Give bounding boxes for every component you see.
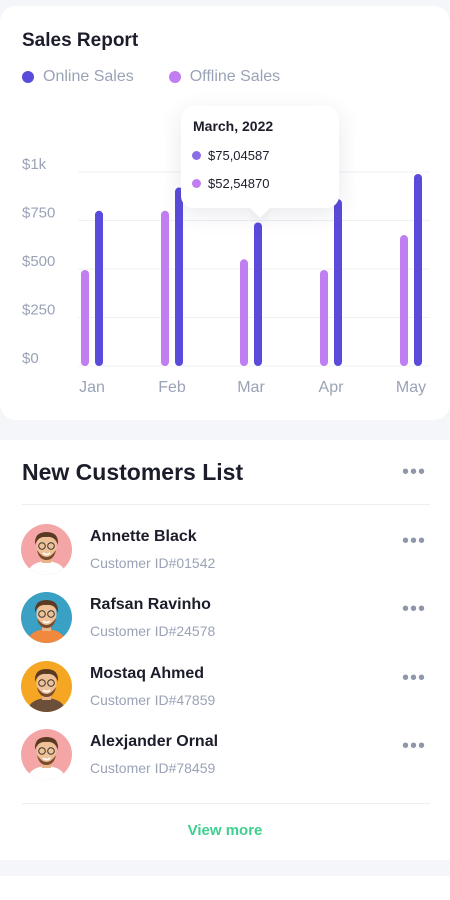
avatar bbox=[21, 729, 72, 780]
tooltip-offline-value: $52,54870 bbox=[208, 176, 270, 191]
y-tick-label: $750 bbox=[22, 205, 55, 222]
y-tick-label: $250 bbox=[22, 302, 55, 319]
legend-online-label: Online Sales bbox=[43, 68, 134, 85]
sales-bar-chart: $0 $250 $500 $750 $1k Jan Feb Mar Apr May bbox=[22, 156, 430, 396]
legend-offline-sales[interactable]: Offline Sales bbox=[168, 68, 281, 86]
row-more-icon[interactable]: ••• bbox=[401, 530, 426, 552]
person-avatar-icon bbox=[21, 729, 72, 780]
x-tick-label: Mar bbox=[237, 379, 265, 396]
tooltip-offline-row: $52,54870 bbox=[192, 176, 269, 191]
bar-offline-sales-feb[interactable] bbox=[161, 210, 169, 366]
chart-tooltip: March, 2022 $75,04587 $52,54870 bbox=[181, 106, 339, 208]
tooltip-online-row: $75,04587 bbox=[192, 148, 269, 163]
customers-card bbox=[0, 440, 450, 860]
avatar bbox=[21, 592, 72, 643]
customer-row[interactable]: Rafsan Ravinho Customer ID#24578 ••• bbox=[0, 592, 450, 652]
bar-online-sales-mar[interactable] bbox=[254, 222, 262, 366]
y-tick-label: $500 bbox=[22, 253, 55, 270]
offline-sales-dot bbox=[168, 71, 181, 83]
person-avatar-icon bbox=[21, 524, 72, 575]
row-more-icon[interactable]: ••• bbox=[401, 667, 426, 689]
tooltip-online-dot bbox=[192, 151, 201, 160]
x-tick-label: Feb bbox=[158, 379, 186, 396]
customer-row[interactable]: Alexjander Ornal Customer ID#78459 ••• bbox=[0, 729, 450, 789]
customer-name: Annette Black bbox=[90, 528, 197, 545]
customer-name: Mostaq Ahmed bbox=[90, 665, 205, 682]
bar-offline-sales-mar[interactable] bbox=[240, 259, 248, 366]
bottom-bar bbox=[0, 876, 450, 900]
tooltip-title: March, 2022 bbox=[193, 118, 274, 134]
customer-row[interactable]: Annette Black Customer ID#01542 ••• bbox=[0, 524, 450, 584]
divider bbox=[22, 504, 430, 505]
sales-report-card: Sales Report Online Sales Offline Sales bbox=[0, 6, 450, 420]
x-tick-label: Apr bbox=[319, 379, 345, 396]
legend-offline-label: Offline Sales bbox=[189, 68, 281, 85]
row-more-icon[interactable]: ••• bbox=[401, 598, 426, 620]
bar-offline-sales-may[interactable] bbox=[400, 235, 408, 366]
x-tick-label: Jan bbox=[79, 379, 105, 396]
bar-online-sales-jan[interactable] bbox=[95, 210, 103, 366]
view-more-link[interactable]: View more bbox=[187, 822, 263, 839]
x-tick-label: May bbox=[396, 379, 426, 396]
y-tick-label: $0 bbox=[22, 350, 39, 367]
tooltip-online-value: $75,04587 bbox=[208, 148, 270, 163]
customer-id: Customer ID#78459 bbox=[90, 760, 216, 776]
bar-online-sales-apr[interactable] bbox=[334, 199, 342, 366]
online-sales-dot bbox=[22, 71, 34, 83]
customers-title: New Customers List bbox=[22, 459, 244, 485]
person-avatar-icon bbox=[21, 661, 72, 712]
bar-online-sales-feb[interactable] bbox=[175, 187, 183, 366]
sales-report-title: Sales Report bbox=[22, 30, 139, 51]
customer-id: Customer ID#24578 bbox=[90, 623, 216, 639]
person-avatar-icon bbox=[21, 592, 72, 643]
chart-legend: Online Sales Offline Sales bbox=[22, 68, 280, 86]
bar-online-sales-may[interactable] bbox=[414, 173, 422, 366]
customer-name: Alexjander Ornal bbox=[90, 733, 219, 750]
customer-name: Rafsan Ravinho bbox=[90, 596, 211, 613]
customer-row[interactable]: Mostaq Ahmed Customer ID#47859 ••• bbox=[0, 661, 450, 721]
avatar bbox=[21, 661, 72, 712]
customer-id: Customer ID#01542 bbox=[90, 555, 216, 571]
row-more-icon[interactable]: ••• bbox=[401, 735, 426, 757]
divider bbox=[22, 803, 430, 804]
customers-more-icon[interactable]: ••• bbox=[401, 461, 426, 483]
avatar bbox=[21, 524, 72, 575]
customer-id: Customer ID#47859 bbox=[90, 692, 216, 708]
y-tick-label: $1k bbox=[22, 156, 47, 173]
legend-online-sales[interactable]: Online Sales bbox=[22, 68, 134, 86]
bar-offline-sales-apr[interactable] bbox=[320, 269, 328, 366]
tooltip-offline-dot bbox=[192, 179, 201, 188]
bar-offline-sales-jan[interactable] bbox=[81, 269, 89, 366]
